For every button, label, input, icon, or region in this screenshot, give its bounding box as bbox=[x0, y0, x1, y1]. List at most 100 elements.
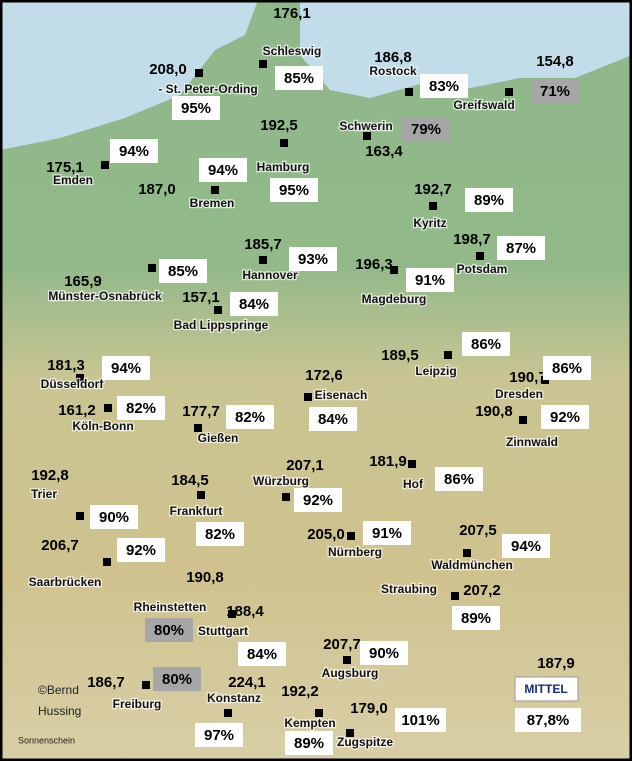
station-name: Zinnwald bbox=[506, 435, 558, 449]
percent-box bbox=[363, 521, 411, 545]
station-value: 207,7 bbox=[323, 636, 361, 653]
station-name: Würzburg bbox=[253, 474, 309, 488]
station-marker bbox=[505, 88, 513, 96]
station-percent: 95% bbox=[181, 100, 211, 117]
station-name: Frankfurt bbox=[170, 504, 223, 518]
station-percent: 82% bbox=[235, 409, 265, 426]
station-percent: 92% bbox=[303, 492, 333, 509]
station-value: 176,1 bbox=[273, 5, 311, 22]
station-marker bbox=[363, 132, 371, 140]
station-value: 188,4 bbox=[226, 603, 264, 620]
station-marker bbox=[519, 416, 527, 424]
average-percent: 87,8% bbox=[527, 712, 570, 729]
percent-box bbox=[497, 236, 545, 260]
station-marker bbox=[103, 558, 111, 566]
percent-box bbox=[199, 158, 247, 182]
station-value: 190,8 bbox=[186, 569, 224, 586]
station-marker bbox=[315, 709, 323, 717]
station-marker bbox=[228, 610, 236, 618]
station-value: 207,2 bbox=[463, 582, 501, 599]
station-percent: 92% bbox=[126, 542, 156, 559]
station-value: 192,8 bbox=[31, 467, 69, 484]
station-value: 177,7 bbox=[182, 403, 220, 420]
station-percent: 89% bbox=[474, 192, 504, 209]
station-name: Hannover bbox=[242, 268, 298, 282]
station-name: - St. Peter-Ording bbox=[158, 82, 257, 96]
station-name: Eisenach bbox=[315, 388, 368, 402]
station-percent: 91% bbox=[415, 272, 445, 289]
percent-box bbox=[452, 606, 500, 630]
station-name: Kempten bbox=[284, 716, 335, 730]
station-marker bbox=[259, 256, 267, 264]
station-marker bbox=[476, 252, 484, 260]
station-name: Augsburg bbox=[322, 666, 379, 680]
station-marker bbox=[211, 186, 219, 194]
station-name: Köln-Bonn bbox=[72, 419, 133, 433]
station-marker bbox=[346, 729, 354, 737]
station-name: Konstanz bbox=[207, 691, 261, 705]
credit: Hussing bbox=[38, 704, 81, 718]
percent-box bbox=[531, 79, 579, 103]
percent-box bbox=[196, 522, 244, 546]
station-value: 154,8 bbox=[536, 53, 574, 70]
station-name: Kyritz bbox=[413, 216, 446, 230]
station-name: Potsdam bbox=[457, 262, 508, 276]
station-name: Hamburg bbox=[257, 160, 310, 174]
station-percent: 90% bbox=[369, 645, 399, 662]
station-value: 198,7 bbox=[453, 231, 491, 248]
percent-box bbox=[145, 618, 193, 642]
north-sea bbox=[0, 0, 258, 150]
station-value: 192,5 bbox=[260, 117, 298, 134]
percent-box bbox=[90, 505, 138, 529]
station-value: 207,1 bbox=[286, 457, 324, 474]
percent-box bbox=[275, 66, 323, 90]
station-value: 189,5 bbox=[381, 347, 419, 364]
station-percent: 84% bbox=[318, 411, 348, 428]
station-marker bbox=[304, 393, 312, 401]
station-value: 192,7 bbox=[414, 181, 452, 198]
station-marker bbox=[451, 592, 459, 600]
percent-box bbox=[238, 642, 286, 666]
station-marker bbox=[197, 491, 205, 499]
station-percent: 90% bbox=[99, 509, 129, 526]
station-marker bbox=[259, 60, 267, 68]
station-percent: 86% bbox=[552, 360, 582, 377]
station-value: 208,0 bbox=[149, 61, 187, 78]
station-name: Dresden bbox=[495, 387, 543, 401]
percent-box bbox=[153, 667, 201, 691]
percent-box bbox=[435, 467, 483, 491]
station-value: 186,7 bbox=[87, 674, 125, 691]
station-value: 187,0 bbox=[138, 181, 176, 198]
station-percent: 84% bbox=[239, 296, 269, 313]
station-value: 172,6 bbox=[305, 367, 343, 384]
station-name: Schleswig bbox=[263, 44, 322, 58]
percent-box bbox=[230, 292, 278, 316]
percent-box bbox=[226, 405, 274, 429]
percent-box bbox=[195, 723, 243, 747]
percent-box bbox=[402, 117, 450, 141]
average-label: MITTEL bbox=[524, 682, 567, 696]
station-percent: 82% bbox=[205, 526, 235, 543]
station-percent: 84% bbox=[247, 646, 277, 663]
station-value: 186,8 bbox=[374, 49, 412, 66]
station-value: 207,5 bbox=[459, 522, 497, 539]
station-name: Hof bbox=[403, 477, 424, 491]
percent-box bbox=[110, 139, 158, 163]
station-percent: 83% bbox=[429, 78, 459, 95]
percent-box bbox=[102, 356, 150, 380]
station-value: 184,5 bbox=[171, 472, 209, 489]
station-marker bbox=[148, 264, 156, 272]
station-marker bbox=[214, 306, 222, 314]
station-name: Rheinstetten bbox=[134, 600, 207, 614]
percent-box bbox=[159, 259, 207, 283]
station-value: 190,8 bbox=[475, 403, 513, 420]
average-percent-box bbox=[515, 708, 581, 732]
percent-box bbox=[294, 488, 342, 512]
station-percent: 94% bbox=[111, 360, 141, 377]
station-value: 205,0 bbox=[307, 526, 345, 543]
station-value: 190,7 bbox=[509, 369, 547, 386]
station-percent: 80% bbox=[154, 622, 184, 639]
station-name: Gießen bbox=[198, 431, 239, 445]
